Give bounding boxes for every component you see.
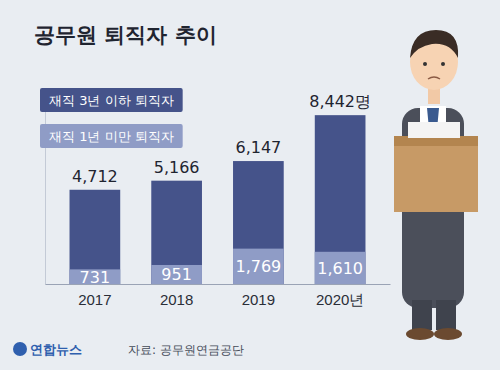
source: 자료: 공무원연금공단	[128, 343, 244, 357]
bar	[233, 249, 284, 284]
title: 공무원 퇴직자 추이	[34, 23, 217, 47]
x-axis: 2017 2018 2019 2020년	[46, 285, 391, 308]
tick-label: 2017	[78, 291, 111, 308]
bar	[233, 161, 284, 284]
data-label: 951	[161, 265, 192, 284]
illustration-part	[406, 328, 434, 340]
tick: 2019	[242, 291, 275, 308]
tick-label: 2020년	[316, 291, 364, 308]
credit: 연합뉴스	[30, 342, 82, 357]
tick: 2017	[78, 291, 111, 308]
bar	[151, 265, 202, 284]
illustration-part	[441, 62, 445, 66]
legend-box	[40, 124, 183, 148]
legend-box	[40, 88, 183, 112]
data-label: 731	[80, 268, 111, 287]
chart: 공무원 퇴직자 추이 2017 2018 2019 2020년 4,712 5,166 6,1…	[0, 0, 500, 370]
data-label: 5,166	[154, 158, 200, 177]
legend-label: 재직 3년 이하 퇴직자	[49, 93, 174, 108]
illustration-part	[410, 30, 458, 58]
data-label: 6,147	[235, 138, 281, 157]
illustration-part	[434, 328, 462, 340]
legend: 재직 3년 이하 퇴직자재직 1년 미만 퇴직자	[40, 88, 183, 148]
legend-item: 재직 3년 이하 퇴직자	[40, 88, 183, 112]
illustration	[394, 30, 478, 340]
data-labels: 4,712 5,166 6,147 8,442명 731 951 1,769 1,610	[72, 92, 371, 287]
data-label: 1,610	[317, 259, 363, 278]
illustration-part	[428, 77, 440, 79]
illustration-part	[408, 122, 460, 138]
illustration-part	[423, 62, 427, 66]
illustration-part	[412, 300, 432, 330]
data-label: 8,442명	[309, 92, 371, 111]
bar	[315, 252, 366, 284]
logo-icon	[13, 342, 27, 356]
illustration-part	[436, 300, 456, 330]
data-label: 4,712	[72, 167, 118, 186]
legend-item: 재직 1년 미만 퇴직자	[40, 124, 183, 148]
tick-label: 2019	[242, 291, 275, 308]
tick: 2020년	[316, 291, 364, 308]
tick: 2018	[160, 291, 193, 308]
background	[0, 0, 500, 370]
illustration-part	[394, 136, 478, 212]
data-label: 1,769	[235, 257, 281, 276]
legend-label: 재직 1년 미만 퇴직자	[49, 129, 174, 144]
tick-label: 2018	[160, 291, 193, 308]
bar	[151, 181, 202, 284]
bar	[315, 115, 366, 284]
footer: 연합뉴스 자료: 공무원연금공단	[13, 342, 244, 357]
series-bars	[70, 249, 366, 284]
